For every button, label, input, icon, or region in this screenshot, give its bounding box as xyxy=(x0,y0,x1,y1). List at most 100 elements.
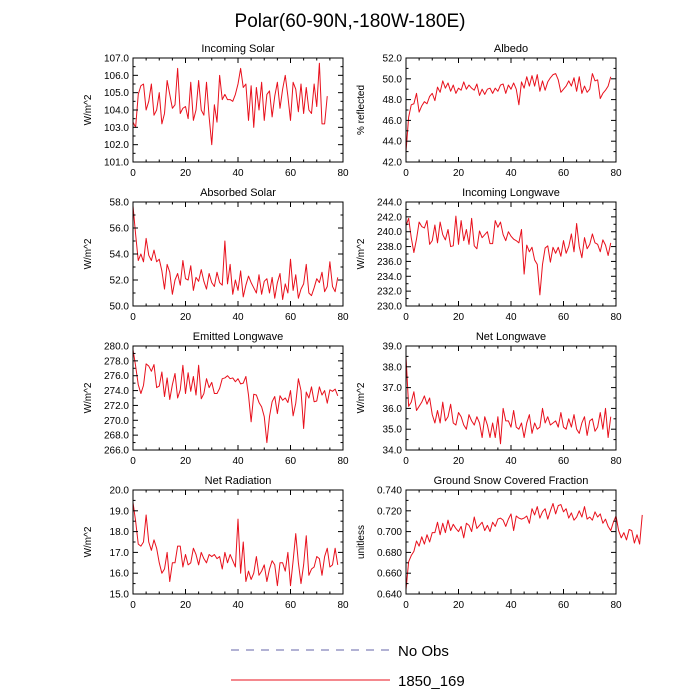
x-tick-label: 60 xyxy=(558,312,570,323)
panel-net-radiation: Net Radiation 0 20 40 60 80 15.0 16.0 17.0 18.0 19… xyxy=(83,475,349,611)
panel-title-net-longwave: Net Longwave xyxy=(476,331,546,343)
x-tick-label: 20 xyxy=(453,168,465,179)
x-tick-label: 20 xyxy=(180,312,192,323)
y-axis-label: W/m^2 xyxy=(83,94,94,125)
x-tick-label: 20 xyxy=(180,168,192,179)
x-tick-label: 60 xyxy=(558,456,570,467)
y-tick-label: 17.0 xyxy=(110,548,130,559)
x-tick-label: 60 xyxy=(285,312,297,323)
x-tick-label: 80 xyxy=(610,312,622,323)
y-tick-label: 39.0 xyxy=(383,342,403,353)
y-tick-label: 0.640 xyxy=(377,590,402,601)
x-tick-label: 0 xyxy=(403,600,409,611)
y-tick-label: 44.0 xyxy=(383,137,403,148)
y-tick-label: 15.0 xyxy=(110,590,130,601)
y-axis-label: W/m^2 xyxy=(83,238,94,269)
x-tick-label: 0 xyxy=(130,456,136,467)
y-tick-label: 52.0 xyxy=(383,54,403,65)
x-tick-label: 0 xyxy=(403,456,409,467)
y-tick-label: 280.0 xyxy=(104,342,129,353)
y-tick-label: 232.0 xyxy=(377,287,402,298)
y-tick-label: 268.0 xyxy=(104,431,129,442)
series-line-net-radiation xyxy=(132,502,339,587)
y-tick-label: 276.0 xyxy=(104,371,129,382)
y-tick-label: 105.0 xyxy=(104,88,129,99)
y-tick-label: 266.0 xyxy=(104,446,129,457)
x-tick-label: 40 xyxy=(505,168,517,179)
y-tick-label: 34.0 xyxy=(383,446,403,457)
x-tick-label: 20 xyxy=(453,456,465,467)
series-line-incoming-longwave xyxy=(405,215,612,296)
y-tick-label: 0.720 xyxy=(377,506,402,517)
panel-title-net-radiation: Net Radiation xyxy=(205,475,272,487)
y-tick-label: 46.0 xyxy=(383,116,403,127)
y-tick-label: 56.0 xyxy=(110,224,130,235)
y-tick-label: 238.0 xyxy=(377,242,402,253)
plot-frame xyxy=(405,345,617,451)
x-tick-label: 80 xyxy=(610,600,622,611)
y-tick-label: 234.0 xyxy=(377,272,402,283)
x-tick-label: 40 xyxy=(232,600,244,611)
panel-albedo: Albedo 0 20 40 60 80 42.0 44.0 46.0 48.0 50.0 52.0%… xyxy=(356,43,622,179)
panel-absorbed-solar: Absorbed Solar 0 20 40 60 80 50.0 52.0 54.0 56.0 5… xyxy=(83,187,349,323)
series-line-incoming-solar xyxy=(132,62,328,146)
x-tick-label: 80 xyxy=(337,168,349,179)
y-tick-label: 230.0 xyxy=(377,302,402,313)
x-tick-label: 60 xyxy=(558,168,570,179)
y-tick-label: 104.0 xyxy=(104,106,129,117)
y-tick-label: 0.660 xyxy=(377,569,402,580)
panel-net-longwave: Net Longwave 0 20 40 60 80 34.0 35.0 36.0 37.0 38.… xyxy=(356,331,622,467)
plot-frame xyxy=(405,57,617,163)
y-tick-label: 103.0 xyxy=(104,123,129,134)
x-tick-label: 0 xyxy=(403,312,409,323)
series-line-albedo xyxy=(405,73,612,152)
x-tick-label: 40 xyxy=(505,600,517,611)
plot-frame xyxy=(405,489,617,595)
y-tick-label: 270.0 xyxy=(104,416,129,427)
y-tick-label: 48.0 xyxy=(383,95,403,106)
panel-title-incoming-longwave: Incoming Longwave xyxy=(462,187,560,199)
plot-frame xyxy=(132,345,344,451)
panel-title-absorbed-solar: Absorbed Solar xyxy=(200,187,276,199)
y-axis-label: W/m^2 xyxy=(356,382,367,413)
y-tick-label: 18.0 xyxy=(110,527,130,538)
panel-title-ground-snow-covered-fraction: Ground Snow Covered Fraction xyxy=(434,475,589,487)
y-tick-label: 240.0 xyxy=(377,227,402,238)
x-tick-label: 60 xyxy=(558,600,570,611)
x-tick-label: 80 xyxy=(610,168,622,179)
x-tick-label: 40 xyxy=(232,168,244,179)
y-axis-label: W/m^2 xyxy=(356,238,367,269)
y-tick-label: 274.0 xyxy=(104,386,129,397)
x-tick-label: 0 xyxy=(403,168,409,179)
x-tick-label: 0 xyxy=(130,168,136,179)
x-tick-label: 60 xyxy=(285,600,297,611)
y-tick-label: 107.0 xyxy=(104,54,129,65)
y-tick-label: 0.680 xyxy=(377,548,402,559)
y-tick-label: 0.740 xyxy=(377,486,402,497)
x-tick-label: 80 xyxy=(337,312,349,323)
y-tick-label: 50.0 xyxy=(110,302,130,313)
y-axis-label: W/m^2 xyxy=(83,526,94,557)
y-tick-label: 54.0 xyxy=(110,250,130,261)
panel-title-emitted-longwave: Emitted Longwave xyxy=(193,331,284,343)
figure-title: Polar(60-90N,-180W-180E) xyxy=(235,11,466,32)
y-tick-label: 35.0 xyxy=(383,425,403,436)
y-tick-label: 236.0 xyxy=(377,257,402,268)
legend: No Obs 1850_169 xyxy=(231,643,465,690)
y-tick-label: 42.0 xyxy=(383,158,403,169)
y-tick-label: 0.700 xyxy=(377,527,402,538)
x-tick-label: 20 xyxy=(453,600,465,611)
x-tick-label: 40 xyxy=(505,312,517,323)
plot-frame xyxy=(132,489,344,595)
x-tick-label: 40 xyxy=(505,456,517,467)
y-tick-label: 101.0 xyxy=(104,158,129,169)
y-tick-label: 16.0 xyxy=(110,569,130,580)
x-tick-label: 40 xyxy=(232,312,244,323)
x-tick-label: 60 xyxy=(285,456,297,467)
panel-incoming-longwave: Incoming Longwave 0 20 40 60 80 230.0 232.0 234.… xyxy=(356,187,622,323)
x-tick-label: 80 xyxy=(610,456,622,467)
y-tick-label: 278.0 xyxy=(104,356,129,367)
panel-title-albedo: Albedo xyxy=(494,43,528,55)
x-tick-label: 20 xyxy=(180,600,192,611)
